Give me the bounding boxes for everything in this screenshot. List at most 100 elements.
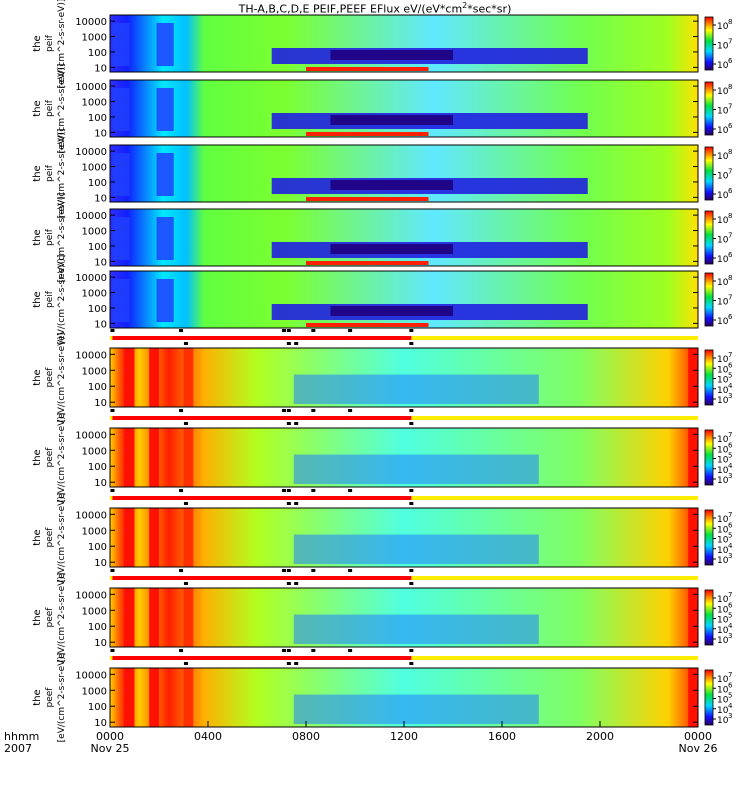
y-tick-label: 10000 [75, 510, 107, 521]
mode-bar-marker [183, 502, 188, 505]
electron-high-flux-band [149, 348, 159, 407]
y-axis-label: the [32, 609, 43, 625]
colorbar [704, 81, 714, 136]
mode-bar-marker [179, 569, 184, 572]
mode-bar-marker [294, 582, 299, 585]
ion-low-flux-band [112, 23, 130, 66]
y-tick-label: 10 [94, 478, 107, 489]
mode-bar-marker [286, 409, 291, 412]
panel-frame [109, 347, 699, 408]
mode-bar-marker [286, 502, 291, 505]
mode-bar-red [112, 416, 412, 420]
y-tick-label: 10 [94, 128, 107, 139]
mode-bar-marker [409, 649, 414, 652]
mode-bar-marker [179, 329, 184, 332]
mode-bar-marker [281, 489, 286, 492]
y-tick-label: 10 [94, 319, 107, 330]
ion-low-energy-red [306, 67, 429, 71]
y-tick-label: 1000 [82, 163, 107, 174]
electron-high-flux-band [183, 348, 194, 407]
electron-high-flux-band [183, 588, 194, 647]
mode-bar-marker [311, 569, 316, 572]
colorbar-tick-label: 10 [717, 376, 729, 386]
colorbar-tick-label: 10 [717, 386, 729, 396]
colorbar-tick-exponent: 6 [728, 57, 733, 65]
y-tick-label: 10000 [75, 670, 107, 681]
y-tick-label: 10000 [75, 147, 107, 158]
colorbar-tick-exponent: 3 [728, 552, 732, 560]
colorbar [704, 349, 714, 406]
y-axis-label: the [32, 529, 43, 545]
colorbar [704, 272, 714, 327]
mode-bar-marker [294, 502, 299, 505]
colorbar [704, 146, 714, 201]
electron-high-flux-band [123, 428, 135, 487]
colorbar-tick-exponent: 8 [728, 212, 732, 220]
colorbar-tick-exponent: 7 [728, 103, 732, 111]
colorbar-tick-label: 10 [717, 216, 729, 226]
colorbar-tick-label: 10 [717, 191, 729, 201]
colorbar-tick-exponent: 6 [728, 187, 733, 195]
y-tick-label: 10000 [75, 273, 107, 284]
y-tick-label: 1000 [82, 98, 107, 109]
colorbar-tick-exponent: 4 [728, 622, 733, 630]
y-axis-label: the [32, 689, 43, 705]
y-axis-sublabel: peef [45, 687, 55, 708]
mode-bar-marker [409, 329, 414, 332]
colorbar-tick-exponent: 6 [728, 313, 733, 321]
colorbar-tick-exponent: 4 [728, 382, 733, 390]
mode-bar-marker [281, 329, 286, 332]
y-tick-label: 1000 [82, 446, 107, 457]
x-tick-label: 0400 [194, 730, 222, 743]
colorbar-tick-exponent: 6 [728, 361, 733, 369]
ion-low-flux-band [112, 279, 130, 322]
colorbar-tick-label: 10 [717, 466, 729, 476]
y-axis-label: the [32, 165, 43, 181]
mode-bar-marker [286, 422, 291, 425]
colorbar-tick-label: 10 [717, 696, 729, 706]
colorbar-tick-label: 10 [717, 172, 729, 182]
colorbar-tick-exponent: 5 [728, 532, 732, 540]
colorbar-tick-exponent: 7 [728, 671, 732, 679]
mode-bar-marker [110, 329, 115, 332]
colorbar-tick-label: 10 [717, 525, 729, 535]
y-tick-label: 1000 [82, 289, 107, 300]
mode-bar-marker [110, 489, 115, 492]
mode-bar-marker [348, 649, 353, 652]
electron-high-flux-band [149, 668, 159, 727]
mode-bar-marker [183, 342, 188, 345]
colorbar-tick-exponent: 5 [728, 372, 732, 380]
colorbar-tick-exponent: 7 [728, 431, 732, 439]
ion-dense-core [330, 180, 453, 190]
y-tick-label: 100 [88, 462, 107, 473]
colorbar-tick-label: 10 [717, 515, 729, 525]
colorbar-tick-exponent: 8 [728, 18, 732, 26]
electron-high-flux-band [149, 508, 159, 567]
y-axis-units: [eV/(cm^2-s-sr-eV)] [57, 64, 67, 154]
electron-high-flux-band [149, 588, 159, 647]
y-tick-label: 1000 [82, 606, 107, 617]
ion-dense-core [330, 115, 453, 125]
mode-bar-marker [179, 489, 184, 492]
colorbar-tick-exponent: 3 [728, 392, 732, 400]
y-axis-label: the [32, 229, 43, 245]
y-tick-label: 10000 [75, 430, 107, 441]
y-tick-label: 100 [88, 382, 107, 393]
mode-bar-red [112, 656, 412, 660]
colorbar-tick-exponent: 7 [728, 511, 732, 519]
colorbar-tick-label: 10 [717, 236, 729, 246]
ion-low-flux-band [156, 217, 174, 260]
panel-frame [109, 144, 699, 203]
colorbar-tick-exponent: 4 [728, 702, 733, 710]
ion-low-flux-band [112, 153, 130, 196]
colorbar-tick-exponent: 8 [728, 148, 732, 156]
x-axis-label-year: 2007 [4, 742, 32, 755]
ion-dense-core [330, 50, 453, 60]
ion-low-flux-band [156, 153, 174, 196]
y-tick-label: 10 [94, 398, 107, 409]
y-tick-label: 10 [94, 638, 107, 649]
mode-bar-marker [311, 489, 316, 492]
mode-bar-marker [110, 569, 115, 572]
colorbar [704, 16, 714, 71]
